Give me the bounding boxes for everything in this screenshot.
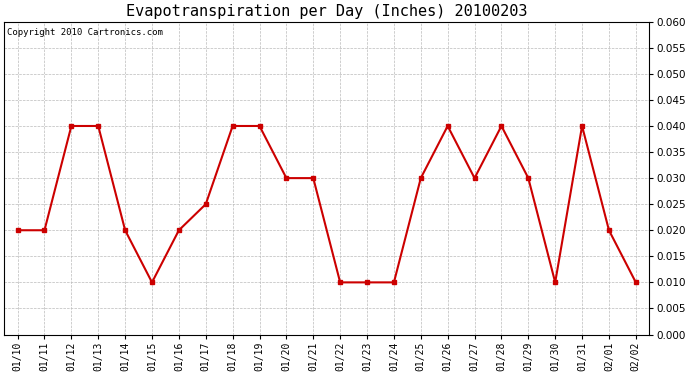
Title: Evapotranspiration per Day (Inches) 20100203: Evapotranspiration per Day (Inches) 2010… xyxy=(126,4,527,19)
Text: Copyright 2010 Cartronics.com: Copyright 2010 Cartronics.com xyxy=(8,28,164,37)
